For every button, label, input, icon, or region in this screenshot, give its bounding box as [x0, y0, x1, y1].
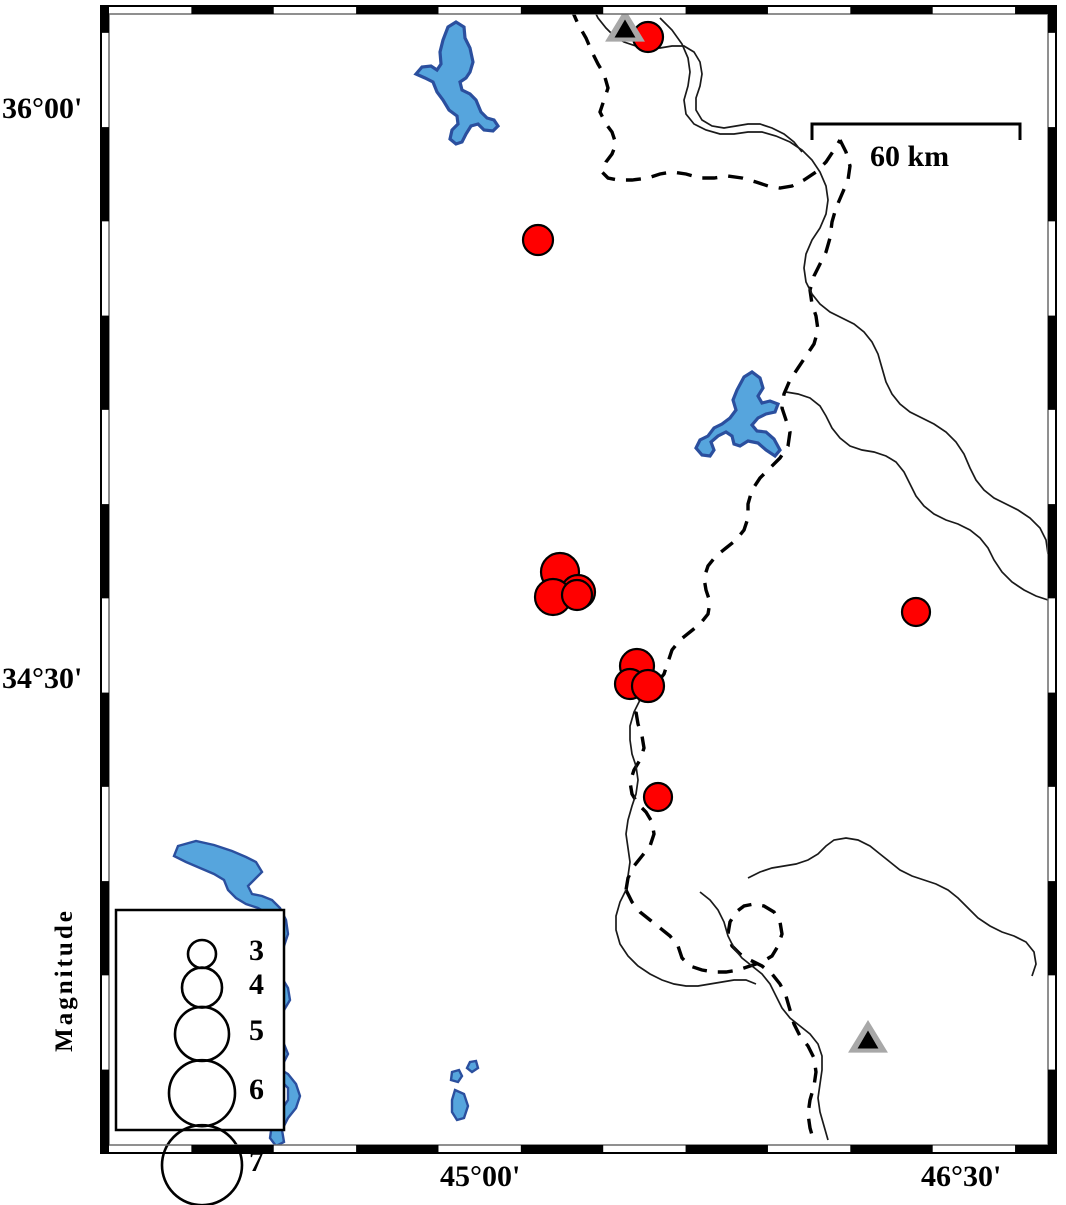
- legend-magnitude-label: 7: [249, 1145, 264, 1179]
- frame-tick-top: [356, 6, 439, 14]
- lake-upper: [413, 20, 501, 146]
- legend-magnitude-circle: [160, 1123, 244, 1205]
- frame-tick-bottom: [356, 1145, 439, 1153]
- province-line-lower-mid: [699, 891, 829, 1141]
- earthquake-epicenter: [630, 668, 666, 704]
- frame-tick-top: [101, 6, 109, 14]
- seismic-station-marker: [848, 1020, 888, 1053]
- frame-tick-right: [1048, 881, 1056, 976]
- legend-magnitude-label: 6: [249, 1073, 264, 1107]
- frame-tick-right: [1048, 504, 1056, 599]
- lake-small-c: [450, 1088, 470, 1122]
- lake-middle: [694, 370, 782, 459]
- iran-iraq-border-mid: [624, 139, 852, 891]
- legend-magnitude-label: 5: [249, 1013, 264, 1047]
- frame-tick-left: [101, 1069, 109, 1153]
- frame-tick-left: [101, 315, 109, 410]
- scale-bar: [810, 122, 1022, 140]
- legend-magnitude-label: 3: [249, 934, 264, 967]
- earthquake-layer: [521, 20, 932, 813]
- frame-tick-bottom: [191, 1145, 274, 1153]
- longitude-label-45-00: 45°00': [440, 1160, 521, 1193]
- legend-magnitude-label: 4: [249, 967, 264, 1001]
- magnitude-legend-symbols: [160, 938, 244, 1205]
- province-line-lower-right: [747, 837, 1037, 977]
- frame-tick-top: [1015, 6, 1056, 14]
- frame-tick-left: [101, 692, 109, 787]
- frame-tick-top: [520, 6, 604, 14]
- frame-tick-bottom: [685, 1145, 768, 1153]
- station-layer: [605, 14, 888, 1053]
- latitude-label-34-30: 34°30': [2, 662, 83, 695]
- frame-tick-top: [850, 6, 933, 14]
- frame-tick-right: [1048, 6, 1056, 33]
- map-contents: [172, 14, 1048, 1145]
- province-line-mid: [785, 391, 1048, 601]
- frame-tick-bottom: [520, 1145, 604, 1153]
- frame-tick-right: [1048, 692, 1056, 787]
- lake-small-a: [449, 1068, 464, 1084]
- iran-iraq-border-south: [624, 889, 818, 1143]
- station-inner-triangle-icon: [614, 19, 636, 38]
- latitude-label-36-00: 36°00': [2, 92, 83, 125]
- frame-tick-left: [101, 127, 109, 222]
- frame-tick-bottom: [1015, 1145, 1056, 1153]
- province-line-upper-right-inner: [595, 14, 803, 153]
- earthquake-epicenter: [560, 578, 594, 612]
- frame-tick-right: [1048, 1069, 1056, 1153]
- magnitude-legend-box: [114, 908, 286, 1132]
- frame-tick-bottom: [101, 1145, 109, 1153]
- frame-tick-left: [101, 6, 109, 33]
- frame-tick-top: [191, 6, 274, 14]
- map-frame: [100, 5, 1057, 1154]
- province-line-north-east: [659, 17, 1048, 555]
- river-lower-left: [172, 839, 292, 1066]
- iran-iraq-border-north: [571, 14, 842, 190]
- earthquake-epicenter: [900, 596, 932, 628]
- frame-tick-right: [1048, 127, 1056, 222]
- frame-tick-right: [1048, 315, 1056, 410]
- earthquake-epicenter: [642, 781, 674, 813]
- international-border-layer: [571, 14, 852, 1143]
- seismic-station-marker: [605, 14, 645, 42]
- frame-tick-top: [685, 6, 768, 14]
- province-lines-layer: [595, 14, 1048, 1141]
- province-line-bottom-center: [615, 889, 757, 987]
- frame-tick-left: [101, 504, 109, 599]
- lake-small-b: [465, 1059, 480, 1074]
- earthquake-epicenter: [521, 223, 555, 257]
- province-line-left-of-border: [625, 699, 641, 877]
- longitude-label-46-30: 46°30': [921, 1160, 1002, 1193]
- frame-tick-bottom: [850, 1145, 933, 1153]
- station-inner-triangle-icon: [857, 1030, 879, 1049]
- scale-bar-label: 60 km: [870, 140, 950, 173]
- magnitude-legend-title: Magnitude: [51, 908, 78, 1052]
- frame-tick-left: [101, 881, 109, 976]
